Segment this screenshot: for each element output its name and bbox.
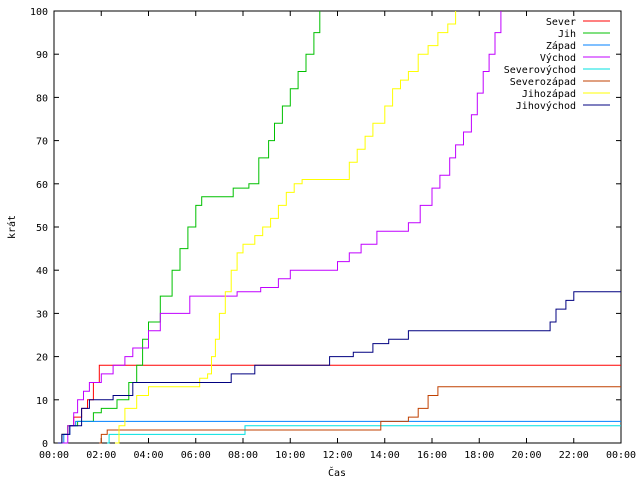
- x-tick-label: 08:00: [228, 450, 258, 461]
- series-line-6: [115, 11, 457, 444]
- x-tick-label: 00:00: [606, 450, 636, 461]
- axis-ticks: [53, 10, 622, 444]
- y-tick-label: 30: [36, 309, 48, 320]
- y-tick-label: 70: [36, 137, 48, 148]
- x-tick-label: 22:00: [559, 450, 589, 461]
- legend-label: Severozápad: [510, 76, 576, 88]
- legend-label: Severovýchod: [504, 64, 576, 76]
- y-tick-label: 40: [36, 266, 48, 277]
- legend-label: Sever: [546, 17, 576, 28]
- legend-label: Jih: [558, 29, 576, 40]
- legend-label: Východ: [540, 52, 576, 64]
- legend-label: Jihovýchod: [516, 100, 576, 112]
- series-line-2: [59, 420, 621, 444]
- y-axis-label: krát: [6, 215, 18, 239]
- x-tick-label: 20:00: [511, 450, 541, 461]
- series-line-4: [107, 425, 621, 444]
- y-tick-label: 90: [36, 50, 48, 61]
- y-tick-label: 80: [36, 93, 48, 104]
- y-tick-label: 10: [36, 396, 48, 407]
- x-tick-label: 12:00: [322, 450, 352, 461]
- series-line-3: [61, 11, 502, 444]
- x-tick-label: 14:00: [370, 450, 400, 461]
- legend: SeverJihZápadVýchodSeverovýchodSeverozáp…: [504, 17, 610, 112]
- y-tick-label: 0: [42, 439, 48, 450]
- x-axis-label: Čas: [328, 466, 346, 479]
- legend-label: Jihozápad: [522, 88, 576, 100]
- x-tick-label: 00:00: [39, 450, 69, 461]
- x-tick-label: 18:00: [464, 450, 494, 461]
- legend-label: Západ: [546, 40, 576, 52]
- series-line-7: [57, 291, 621, 444]
- x-tick-label: 02:00: [86, 450, 116, 461]
- series-line-0: [57, 364, 621, 444]
- y-tick-label: 100: [30, 7, 48, 18]
- x-tick-label: 16:00: [417, 450, 447, 461]
- y-tick-label: 20: [36, 353, 48, 364]
- x-tick-label: 10:00: [275, 450, 305, 461]
- tick-labels: 00:00 02:00 04:00 06:00 08:00 10:00 12:00 14:00…: [30, 7, 636, 461]
- y-tick-label: 50: [36, 223, 48, 234]
- x-tick-label: 06:00: [181, 450, 211, 461]
- y-tick-label: 60: [36, 180, 48, 191]
- series-lines: [57, 11, 621, 444]
- series-line-1: [57, 11, 321, 444]
- series-line-5: [99, 386, 621, 444]
- x-tick-label: 04:00: [133, 450, 163, 461]
